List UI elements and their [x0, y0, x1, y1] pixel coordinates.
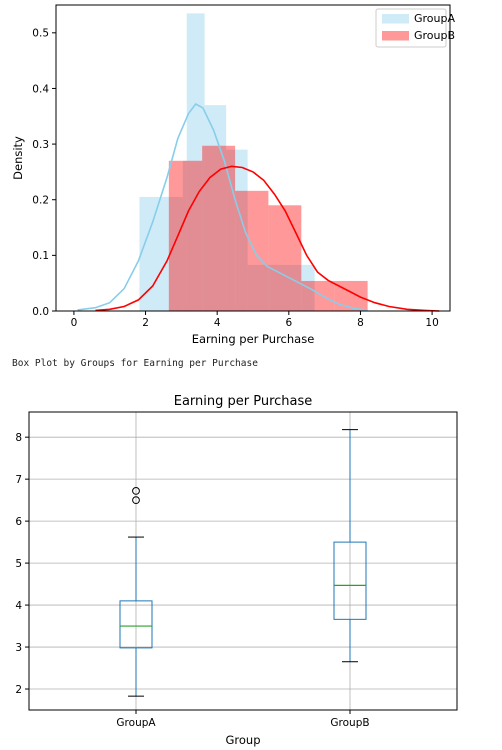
hist-x-tick-label: 4 [214, 317, 221, 329]
box-groupa [119, 600, 153, 649]
box-y-tick-label: 3 [15, 642, 22, 654]
box-groupb [333, 541, 367, 620]
box-x-axis-label: Group [225, 733, 260, 747]
hist-x-tick-label: 2 [142, 317, 149, 329]
hist-bar-groupa-4 [226, 149, 248, 311]
box-y-tick-label: 7 [15, 474, 22, 486]
hist-bar-groupa-7 [312, 264, 315, 311]
box-y-tick-label: 5 [15, 558, 22, 570]
hist-x-tick-label: 0 [71, 317, 78, 329]
hist-bar-groupa-5 [247, 264, 270, 311]
box-y-tick-label: 2 [15, 684, 22, 696]
box-x-tick-label-groupb: GroupB [330, 717, 369, 729]
density-histogram-chart: 0 2 4 6 8 10 0.0 0.1 0.2 0.3 0.4 0.5 Earning per P… [11, 4, 455, 346]
legend-frame [375, 8, 447, 48]
box-y-tick-label: 4 [15, 600, 22, 612]
box-plot-caption: Box Plot by Groups for Earning per Purch… [12, 358, 258, 369]
hist-x-tick-label: 6 [285, 317, 292, 329]
legend-label-groupb: GroupB [414, 29, 455, 42]
box-plot-title: Earning per Purchase [174, 394, 313, 409]
hist-x-tick-label: 8 [357, 317, 364, 329]
legend: GroupA GroupB [375, 8, 455, 48]
hist-bar-groupa-2 [186, 13, 205, 311]
hist-y-axis-label: Density [11, 136, 25, 180]
hist-bar-groupb-1 [202, 145, 236, 311]
hist-y-tick-label: 0.1 [32, 250, 49, 262]
box-x-tick-label-groupa: GroupA [116, 717, 156, 729]
kde-line-groupa [77, 102, 368, 312]
kde-line-groupb [95, 165, 440, 312]
hist-x-axis-label: Earning per Purchase [192, 332, 315, 346]
hist-bar-groupb-2 [235, 190, 269, 311]
outlier-groupa-0 [132, 496, 140, 505]
box-y-tick-label: 8 [15, 432, 22, 444]
hist-y-tick-label: 0.5 [32, 28, 49, 40]
legend-swatch-groupb [382, 31, 409, 41]
hist-bar-groupb-0 [168, 160, 203, 311]
hist-y-tick-label: 0.2 [32, 195, 49, 207]
hist-y-tick-label: 0.3 [32, 139, 49, 151]
hist-x-tick-label: 10 [425, 317, 438, 329]
outlier-groupa-1 [132, 487, 140, 495]
box-plot-frame [28, 411, 458, 711]
legend-swatch-groupa [382, 14, 409, 24]
hist-bar-groupa-6 [269, 264, 313, 311]
hist-y-tick-label: 0.0 [32, 306, 49, 318]
box-y-tick-label: 6 [15, 516, 22, 528]
hist-plot-frame [55, 4, 451, 312]
hist-bar-groupa-3 [204, 105, 227, 312]
hist-bar-groupb-4 [301, 280, 335, 311]
hist-bar-groupa-1 [182, 160, 187, 311]
hist-bar-groupb-3 [268, 205, 302, 311]
hist-y-tick-label: 0.4 [32, 83, 49, 95]
box-plot-chart: Earning per Purchase 2 3 4 5 6 7 8 GroupA Group… [15, 394, 458, 747]
legend-label-groupa: GroupA [414, 12, 455, 25]
